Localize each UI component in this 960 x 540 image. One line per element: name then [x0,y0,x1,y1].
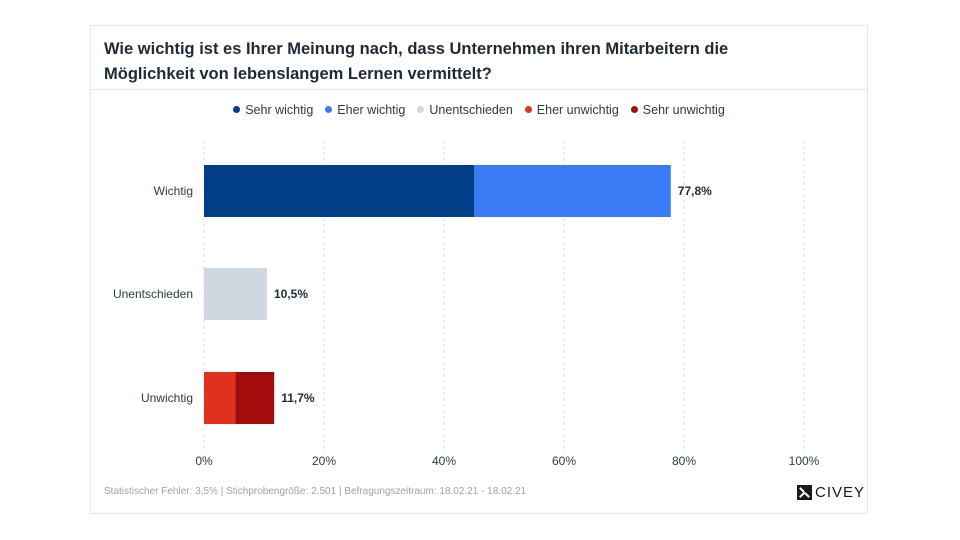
legend-item: Sehr wichtig [233,103,313,117]
legend-label: Sehr wichtig [245,103,314,117]
brand-name: CIVEY [815,484,866,501]
legend-item: Eher wichtig [325,103,405,117]
chart-title: Wie wichtig ist es Ihrer Meinung nach, d… [104,40,729,83]
bar-segment [204,268,267,320]
legend-item: Unentschieden [417,103,513,117]
legend-swatch [325,106,333,113]
bar-total-label: 77,8% [678,184,712,198]
legend-swatch [233,106,241,113]
legend-label: Unentschieden [429,103,513,117]
bar-segment [204,165,474,217]
legend-swatch [417,106,425,113]
legend-label: Eher unwichtig [536,103,619,117]
x-tick-label: 20% [312,454,336,468]
bar-total-label: 11,7% [281,391,315,405]
legend-item: Sehr unwichtig [630,103,725,117]
legend-item: Eher unwichtig [524,103,619,117]
bar-segment [235,372,275,424]
brand-logo: CIVEY [797,484,865,501]
legend-swatch [524,106,532,113]
legend-swatch [630,106,638,113]
legend-label: Sehr unwichtig [642,103,725,117]
bar-total-label: 10,5% [274,287,308,301]
bar-segment [204,372,236,424]
category-label: Unwichtig [141,391,193,405]
title-divider [91,89,867,90]
x-tick-label: 60% [552,454,576,468]
category-label: Wichtig [154,184,193,198]
survey-footer: Statistischer Fehler: 3,5% | Stichproben… [104,486,527,497]
x-tick-label: 0% [195,454,213,468]
category-label: Unentschieden [113,287,193,301]
bar-segment [474,165,671,217]
x-tick-label: 100% [789,454,820,468]
x-tick-label: 40% [432,454,456,468]
legend-label: Eher wichtig [337,103,406,117]
x-tick-label: 80% [672,454,696,468]
civey-logo-icon [797,485,812,500]
chart-legend: Sehr wichtig Eher wichtig Unentschieden Ehe… [91,103,867,117]
